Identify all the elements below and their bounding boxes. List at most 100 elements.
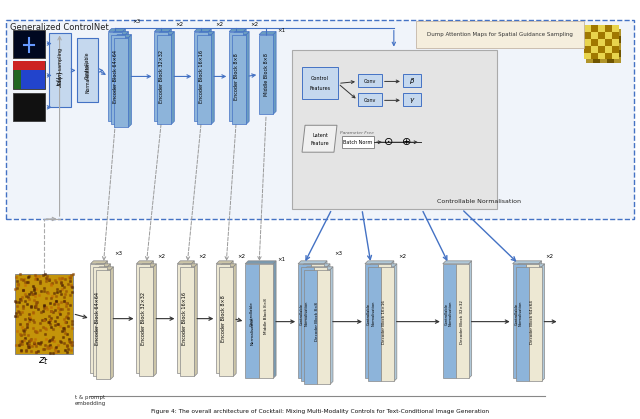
Text: Normalisation: Normalisation: [85, 62, 90, 93]
Polygon shape: [230, 261, 233, 373]
Text: ×3: ×3: [115, 251, 123, 256]
FancyBboxPatch shape: [586, 36, 593, 43]
Text: Controllable
Normalisation: Controllable Normalisation: [444, 301, 453, 326]
FancyBboxPatch shape: [605, 52, 612, 59]
FancyBboxPatch shape: [111, 35, 125, 124]
Polygon shape: [195, 28, 211, 31]
FancyBboxPatch shape: [229, 31, 243, 121]
FancyBboxPatch shape: [593, 28, 600, 36]
Text: ×2: ×2: [215, 22, 223, 27]
FancyBboxPatch shape: [529, 267, 541, 381]
Polygon shape: [20, 70, 45, 89]
Polygon shape: [125, 31, 129, 124]
FancyBboxPatch shape: [612, 25, 620, 31]
Polygon shape: [195, 264, 197, 376]
FancyBboxPatch shape: [598, 52, 605, 59]
Text: Encoder Block 64×64: Encoder Block 64×64: [95, 292, 100, 345]
FancyBboxPatch shape: [358, 93, 382, 106]
Text: ×1: ×1: [277, 257, 285, 262]
FancyBboxPatch shape: [600, 28, 607, 36]
Polygon shape: [233, 264, 236, 376]
Polygon shape: [229, 28, 246, 31]
Text: ×2: ×2: [250, 22, 259, 27]
FancyBboxPatch shape: [140, 267, 154, 376]
Text: ⊕: ⊕: [402, 137, 412, 147]
Polygon shape: [111, 267, 113, 380]
FancyBboxPatch shape: [259, 264, 273, 378]
Polygon shape: [304, 267, 333, 270]
Text: $\beta$: $\beta$: [409, 76, 415, 86]
Text: Controllable: Controllable: [85, 52, 90, 79]
Polygon shape: [122, 28, 125, 121]
FancyBboxPatch shape: [614, 49, 621, 57]
Text: Decoder Block 32×32: Decoder Block 32×32: [460, 300, 464, 344]
FancyBboxPatch shape: [358, 75, 382, 88]
FancyBboxPatch shape: [586, 28, 593, 36]
Text: Normalisation: Normalisation: [250, 316, 254, 345]
FancyBboxPatch shape: [607, 49, 614, 57]
FancyBboxPatch shape: [381, 267, 394, 381]
FancyBboxPatch shape: [97, 270, 111, 380]
FancyBboxPatch shape: [403, 93, 420, 106]
FancyBboxPatch shape: [365, 264, 378, 378]
Polygon shape: [394, 264, 397, 381]
Polygon shape: [211, 31, 214, 124]
FancyBboxPatch shape: [584, 46, 591, 52]
Text: Batch Norm: Batch Norm: [343, 140, 372, 145]
Text: Dump Attention Maps for Spatial Guidance Sampling: Dump Attention Maps for Spatial Guidance…: [427, 32, 573, 37]
Text: ×2: ×2: [157, 254, 166, 259]
Text: ×2: ×2: [237, 254, 245, 259]
Polygon shape: [538, 261, 541, 378]
Polygon shape: [245, 261, 276, 264]
FancyBboxPatch shape: [607, 43, 614, 49]
FancyBboxPatch shape: [13, 93, 45, 121]
Polygon shape: [243, 28, 246, 121]
Polygon shape: [177, 261, 195, 264]
Polygon shape: [154, 264, 156, 376]
Polygon shape: [115, 35, 131, 38]
Text: ×1: ×1: [277, 28, 285, 33]
FancyBboxPatch shape: [245, 264, 259, 378]
Polygon shape: [246, 31, 249, 124]
Text: $\gamma$: $\gamma$: [408, 96, 415, 105]
FancyBboxPatch shape: [157, 35, 172, 124]
Text: Decoder Block 8×8: Decoder Block 8×8: [315, 302, 319, 341]
Polygon shape: [129, 35, 131, 127]
FancyBboxPatch shape: [302, 67, 338, 99]
FancyBboxPatch shape: [292, 49, 497, 209]
Text: Figure 4: The overall architecture of Cocktail: Mixing Multi-Modality Controls f: Figure 4: The overall architecture of Co…: [151, 409, 489, 414]
Text: Generalized ControlNet: Generalized ControlNet: [10, 23, 108, 31]
FancyBboxPatch shape: [195, 31, 208, 121]
Polygon shape: [443, 261, 472, 264]
Polygon shape: [302, 125, 337, 152]
Polygon shape: [516, 264, 545, 267]
FancyBboxPatch shape: [13, 30, 45, 57]
FancyBboxPatch shape: [593, 36, 600, 43]
Text: Encoder Block 16×16: Encoder Block 16×16: [199, 50, 204, 103]
Polygon shape: [232, 31, 249, 35]
FancyBboxPatch shape: [378, 264, 391, 378]
Polygon shape: [220, 264, 236, 267]
FancyBboxPatch shape: [115, 38, 129, 127]
Polygon shape: [208, 28, 211, 121]
Text: Decoder Block 16×16: Decoder Block 16×16: [382, 300, 386, 344]
Text: Conv: Conv: [364, 79, 376, 84]
FancyBboxPatch shape: [6, 20, 634, 219]
Polygon shape: [154, 28, 172, 31]
Polygon shape: [468, 261, 472, 378]
FancyBboxPatch shape: [304, 270, 317, 384]
FancyBboxPatch shape: [586, 57, 593, 64]
Polygon shape: [157, 31, 174, 35]
FancyBboxPatch shape: [614, 43, 621, 49]
Polygon shape: [90, 261, 108, 264]
FancyBboxPatch shape: [403, 75, 420, 88]
Polygon shape: [111, 31, 129, 35]
FancyBboxPatch shape: [317, 270, 330, 384]
FancyBboxPatch shape: [612, 46, 620, 52]
Text: Middle Block 8×8: Middle Block 8×8: [264, 53, 269, 96]
Text: Controllable: Controllable: [250, 301, 254, 326]
Polygon shape: [391, 261, 394, 378]
FancyBboxPatch shape: [614, 28, 621, 36]
Text: Conv: Conv: [364, 98, 376, 103]
Polygon shape: [273, 261, 276, 378]
